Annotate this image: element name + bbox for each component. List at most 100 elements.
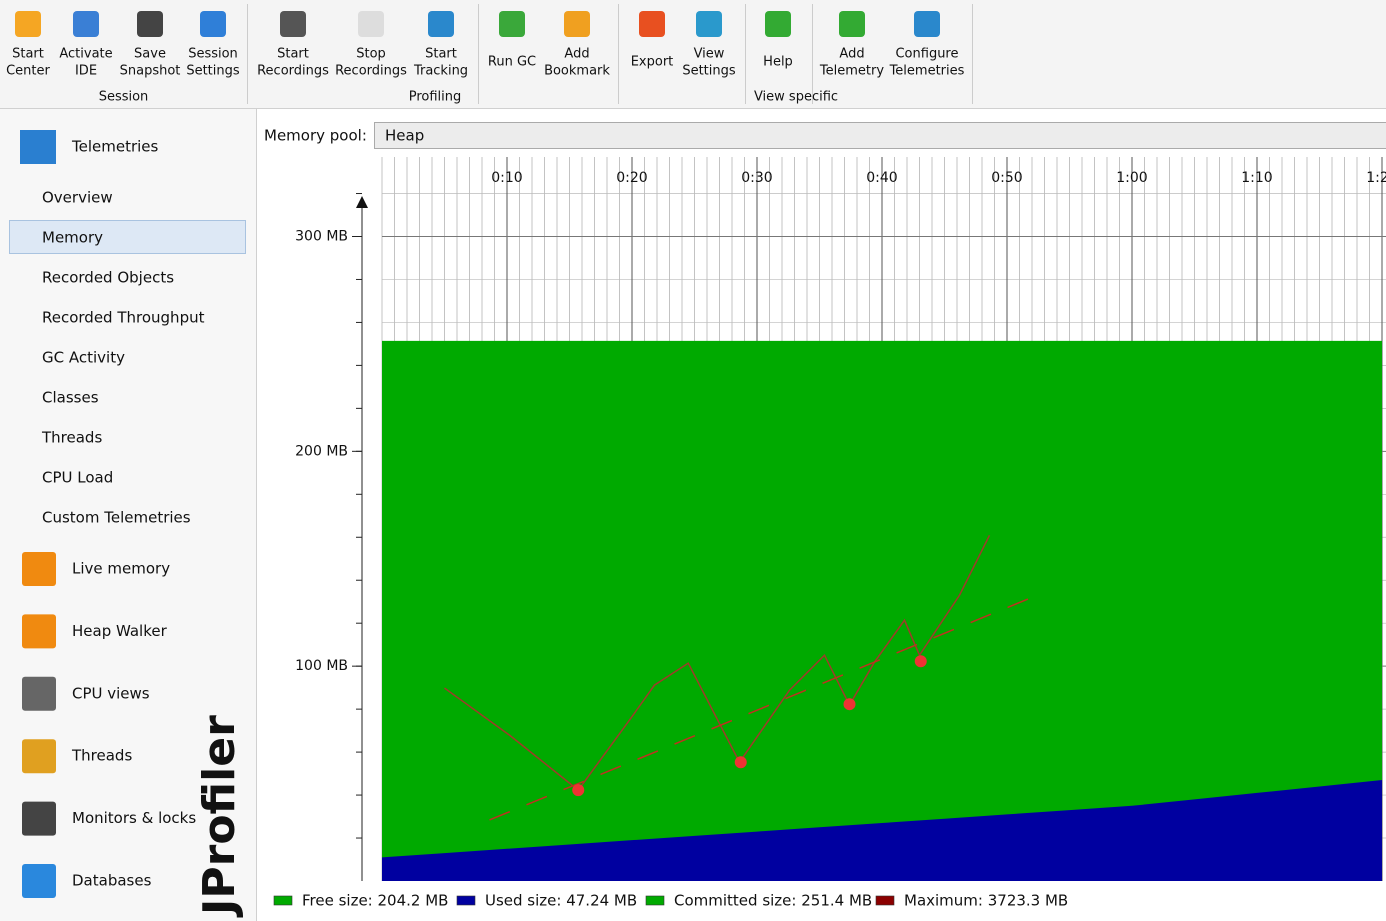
- y-axis-arrow: [356, 196, 368, 208]
- y-tick-label: 200 MB: [295, 443, 348, 459]
- button-label: Add: [564, 47, 589, 62]
- button-icon: [280, 11, 306, 37]
- button-icon: [358, 11, 384, 37]
- gc-point: [572, 784, 585, 797]
- pool-value[interactable]: Heap: [385, 127, 424, 145]
- x-tick-label: 0:30: [741, 170, 772, 186]
- button-icon: [765, 11, 791, 37]
- x-tick-label: 1:20: [1366, 170, 1386, 186]
- toolbar-button[interactable]: Add Bookmark: [544, 11, 610, 79]
- group-label: Session: [99, 90, 149, 105]
- toolbar-button[interactable]: Start Center: [6, 11, 51, 79]
- gc-point: [734, 756, 747, 769]
- toolbar-button[interactable]: Activate IDE: [59, 11, 113, 79]
- legend-label: Maximum: 3723.3 MB: [904, 892, 1068, 910]
- button-label: Session: [188, 47, 238, 62]
- button-icon: [639, 11, 665, 37]
- section-icon: [22, 801, 56, 836]
- pool-label: Memory pool:: [264, 127, 367, 145]
- sidebar-item[interactable]: GC Activity: [42, 349, 125, 367]
- button-icon: [914, 11, 940, 37]
- section-icon: [22, 614, 56, 649]
- button-icon: [499, 11, 525, 37]
- toolbar-bg: [0, 0, 1386, 108]
- gc-point: [914, 655, 927, 668]
- sidebar-item[interactable]: Recorded Objects: [42, 269, 174, 287]
- button-icon: [696, 11, 722, 37]
- toolbar-button[interactable]: Save Snapshot: [120, 11, 181, 79]
- chart: 0:10 0:20 0:30 0:40 0:50 1:00 1:10 1:20 100 MB 20…: [295, 157, 1386, 882]
- button-label: Start: [425, 47, 457, 62]
- toolbar-button[interactable]: Export: [631, 11, 674, 70]
- button-label: Activate: [59, 47, 112, 62]
- legend-swatch: [273, 895, 293, 906]
- area: [382, 780, 1382, 881]
- sidebar-item[interactable]: Memory: [42, 229, 103, 247]
- trend-line: [489, 591, 1045, 821]
- toolbar-button[interactable]: View Settings: [682, 11, 736, 79]
- sidebar-header: Telemetries: [71, 138, 159, 156]
- sidebar-item[interactable]: CPU Load: [42, 469, 113, 487]
- toolbar-button[interactable]: Run GC: [488, 11, 536, 70]
- button-icon: [839, 11, 865, 37]
- group-label: Profiling: [409, 90, 462, 105]
- sidebar-item[interactable]: Custom Telemetries: [42, 509, 191, 527]
- button-icon: [15, 11, 41, 37]
- x-tick-label: 0:20: [616, 170, 647, 186]
- pool-combobox[interactable]: [374, 122, 1386, 149]
- section-icon: [22, 676, 56, 711]
- button-label: Run GC: [488, 55, 536, 70]
- sidebar-section[interactable]: Monitors & locks: [72, 809, 196, 827]
- sidebar-item[interactable]: Threads: [41, 429, 102, 447]
- sidebar-section[interactable]: Live memory: [72, 560, 170, 578]
- toolbar-button[interactable]: Stop Recordings: [335, 11, 407, 79]
- button-icon: [428, 11, 454, 37]
- group-label: View specific: [754, 90, 838, 105]
- button-label: Bookmark: [544, 64, 610, 79]
- area: [382, 340, 1382, 882]
- button-icon: [137, 11, 163, 37]
- y-tick-label: 300 MB: [295, 228, 348, 244]
- x-tick-label: 0:40: [866, 170, 897, 186]
- selected-item-bg: [9, 220, 246, 254]
- x-tick-label: 0:50: [991, 170, 1022, 186]
- button-label: Recordings: [335, 64, 407, 79]
- sidebar-section[interactable]: Databases: [72, 872, 152, 890]
- sidebar-item[interactable]: Classes: [42, 389, 99, 407]
- toolbar-button[interactable]: Start Recordings: [257, 11, 329, 79]
- sidebar-section[interactable]: CPU views: [72, 684, 150, 702]
- sidebar-section[interactable]: Heap Walker: [72, 622, 168, 640]
- legend-swatch: [645, 895, 665, 906]
- button-label: Configure: [895, 47, 958, 62]
- section-icon: [22, 864, 56, 898]
- sidebar-item[interactable]: Recorded Throughput: [42, 309, 205, 327]
- button-icon: [200, 11, 226, 37]
- y-tick-label: 100 MB: [295, 658, 348, 674]
- button-label: Settings: [186, 64, 240, 79]
- toolbar-button[interactable]: Add Telemetry: [819, 11, 884, 79]
- button-label: Save: [134, 47, 166, 62]
- button-label: Export: [631, 55, 674, 70]
- sidebar-section[interactable]: Threads: [71, 747, 132, 765]
- sidebar-item[interactable]: Overview: [42, 189, 113, 207]
- button-label: Help: [763, 55, 793, 70]
- button-label: Start: [12, 47, 44, 62]
- section-icon: [22, 739, 56, 774]
- toolbar-button[interactable]: Configure Telemetries: [889, 11, 965, 79]
- section-icon: [22, 552, 56, 586]
- legend-label: Committed size: 251.4 MB: [674, 892, 872, 910]
- button-label: Telemetry: [819, 64, 884, 79]
- toolbar-button[interactable]: Start Tracking: [413, 11, 468, 79]
- toolbar-button[interactable]: Session Settings: [186, 11, 240, 79]
- x-tick-label: 0:10: [491, 170, 522, 186]
- button-label: View: [694, 47, 725, 62]
- gc-line: [444, 534, 991, 792]
- toolbar-button[interactable]: Help: [763, 11, 793, 70]
- button-label: Add: [839, 47, 864, 62]
- button-label: Start: [277, 47, 309, 62]
- x-tick-label: 1:00: [1116, 170, 1147, 186]
- button-label: Snapshot: [120, 64, 181, 79]
- button-icon: [564, 11, 590, 37]
